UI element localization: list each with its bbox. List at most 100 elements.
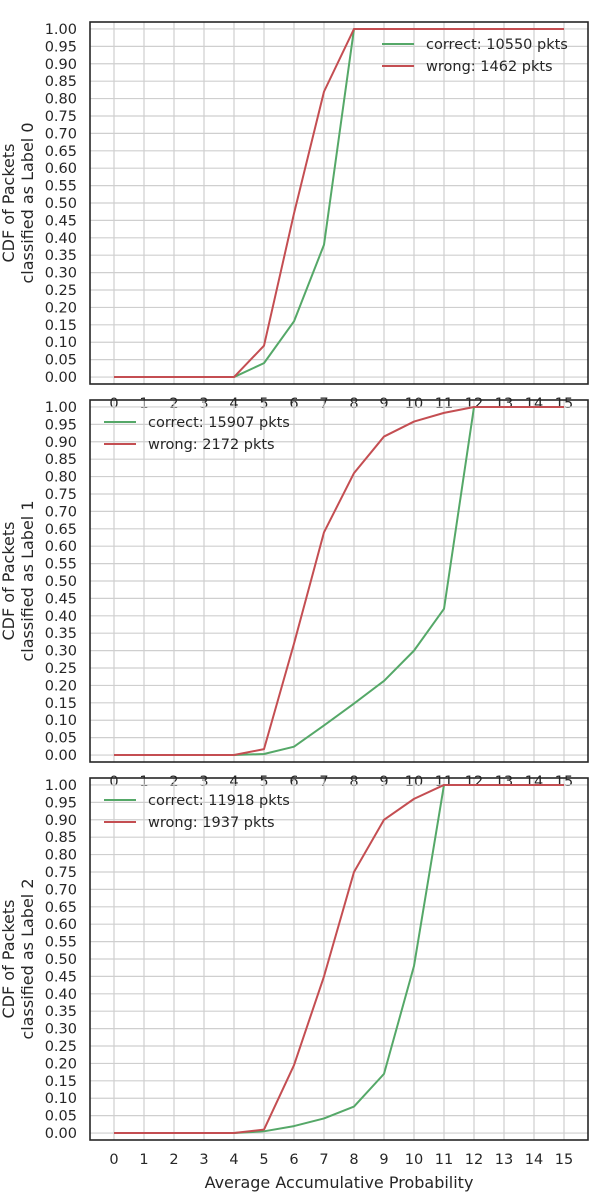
y-tick-label: 0.15 [45,696,77,712]
y-tick-label: 0.55 [45,557,77,573]
y-tick-label: 0.30 [45,1022,77,1038]
y-tick-label: 0.05 [45,353,77,369]
y-tick-label: 0.40 [45,987,77,1003]
y-tick-label: 0.25 [45,661,77,677]
legend-label: correct: 10550 pkts [426,37,568,53]
y-tick-label: 0.95 [45,417,77,433]
y-tick-label: 0.45 [45,213,77,229]
legend-label: wrong: 1462 pkts [426,59,553,75]
y-tick-label: 0.20 [45,1056,77,1072]
y-tick-label: 0.45 [45,969,77,985]
y-tick-label: 0.95 [45,39,77,55]
x-tick-label: 11 [435,1152,453,1168]
y-axis-label: CDF of Packets [0,522,18,641]
panel-frame [89,399,589,763]
y-tick-label: 0.05 [45,731,77,747]
x-tick-label: 9 [379,1152,388,1168]
y-tick-label: 0.75 [45,487,77,503]
x-tick-label: 10 [405,1152,423,1168]
panel-1: 0.000.05 0.100.15 0.200.250.30 0.350.40 0.45… [0,400,588,790]
y-tick-label: 0.65 [45,144,77,160]
y-tick-label: 0.90 [45,435,77,451]
panel-0: 0.000.05 0.100.15 0.200.250.30 0.350.40 0.45… [0,22,588,412]
y-tick-label: 0.55 [45,179,77,195]
y-tick-label: 0.25 [45,1039,77,1055]
x-tick-label: 4 [229,1152,238,1168]
y-tick-label: 0.40 [45,609,77,625]
y-tick-label: 0.80 [45,92,77,108]
y-tick-label: 0.75 [45,109,77,125]
y-tick-label: 0.45 [45,591,77,607]
legend-label: correct: 15907 pkts [148,415,290,431]
y-tick-label: 0.90 [45,57,77,73]
y-tick-label: 0.90 [45,813,77,829]
legend-label: correct: 11918 pkts [148,793,290,809]
y-tick-label: 0.85 [45,452,77,468]
y-tick-label: 0.85 [45,74,77,90]
y-tick-label: 0.00 [45,1126,77,1142]
y-tick-label: 1.00 [45,22,77,38]
y-axis-label: CDF of Packets [0,900,18,1019]
x-tick-label: 12 [465,1152,483,1168]
x-tick-label: 2 [169,1152,178,1168]
panel-frame [89,777,589,1141]
y-tick-label: 0.00 [45,748,77,764]
y-tick-label: 0.25 [45,283,77,299]
x-tick-label: 6 [289,1152,298,1168]
y-tick-label: 0.00 [45,370,77,386]
y-tick-label: 0.10 [45,713,77,729]
y-tick-label: 0.50 [45,952,77,968]
y-tick-label: 1.00 [45,400,77,416]
y-tick-label: 0.80 [45,470,77,486]
x-tick-label: 7 [319,1152,328,1168]
y-axis-label: classified as Label 1 [18,501,37,662]
x-tick-label: 5 [259,1152,268,1168]
y-tick-label: 0.60 [45,539,77,555]
y-tick-label: 0.60 [45,917,77,933]
series-line-wrong [114,27,564,379]
y-tick-label: 0.65 [45,900,77,916]
y-tick-label: 0.65 [45,522,77,538]
y-tick-label: 0.60 [45,161,77,177]
x-tick-label: 15 [555,1152,573,1168]
x-tick-label: 14 [525,1152,543,1168]
x-axis-label: Average Accumulative Probability [205,1173,474,1192]
x-tick-label: 13 [495,1152,513,1168]
y-axis-label: classified as Label 2 [18,879,37,1040]
panel-frame [89,21,589,385]
y-axis-label: CDF of Packets [0,144,18,263]
y-tick-label: 0.40 [45,231,77,247]
y-tick-label: 0.70 [45,126,77,142]
y-tick-label: 0.75 [45,865,77,881]
y-tick-label: 0.05 [45,1109,77,1125]
y-tick-label: 0.95 [45,795,77,811]
y-tick-label: 0.70 [45,504,77,520]
y-tick-label: 1.00 [45,778,77,794]
y-tick-label: 0.20 [45,678,77,694]
panel-2: 0.000.05 0.100.15 0.200.250.30 0.350.40 0.45… [0,778,588,1192]
y-tick-label: 0.85 [45,830,77,846]
y-tick-label: 0.35 [45,1004,77,1020]
y-axis-label: classified as Label 0 [18,123,37,284]
y-tick-label: 0.55 [45,935,77,951]
y-tick-label: 0.30 [45,644,77,660]
y-tick-label: 0.20 [45,300,77,316]
y-tick-label: 0.70 [45,882,77,898]
y-tick-label: 0.10 [45,1091,77,1107]
legend-label: wrong: 2172 pkts [148,437,275,453]
y-tick-label: 0.15 [45,1074,77,1090]
series-line-wrong [114,783,564,1135]
y-tick-label: 0.50 [45,574,77,590]
x-tick-label: 0 [109,1152,118,1168]
y-tick-label: 0.30 [45,266,77,282]
x-tick-label: 1 [139,1152,148,1168]
y-tick-label: 0.35 [45,626,77,642]
legend-label: wrong: 1937 pkts [148,815,275,831]
y-tick-label: 0.35 [45,248,77,264]
x-tick-label: 8 [349,1152,358,1168]
y-tick-label: 0.50 [45,196,77,212]
y-tick-label: 0.10 [45,335,77,351]
series-line-wrong [114,405,564,757]
x-tick-label: 3 [199,1152,208,1168]
